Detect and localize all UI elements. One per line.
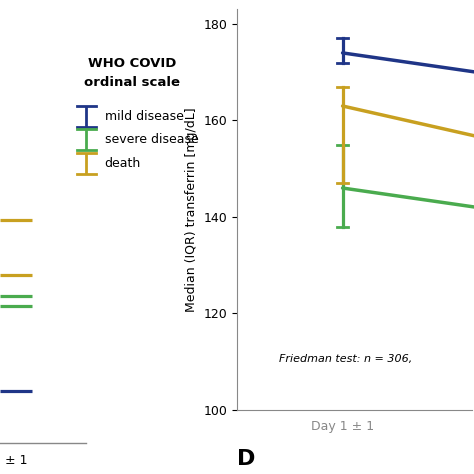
Text: mild disease: mild disease <box>105 109 183 123</box>
Text: D: D <box>237 449 255 469</box>
Text: death: death <box>105 157 141 170</box>
Text: severe disease: severe disease <box>105 133 199 146</box>
Text: WHO COVID: WHO COVID <box>88 57 176 70</box>
Text: ordinal scale: ordinal scale <box>84 76 180 89</box>
Y-axis label: Median (IQR) transferrin [mg/dL]: Median (IQR) transferrin [mg/dL] <box>185 108 198 312</box>
Text: Friedman test: n = 306,: Friedman test: n = 306, <box>279 354 412 364</box>
Text: ± 1: ± 1 <box>5 454 27 467</box>
